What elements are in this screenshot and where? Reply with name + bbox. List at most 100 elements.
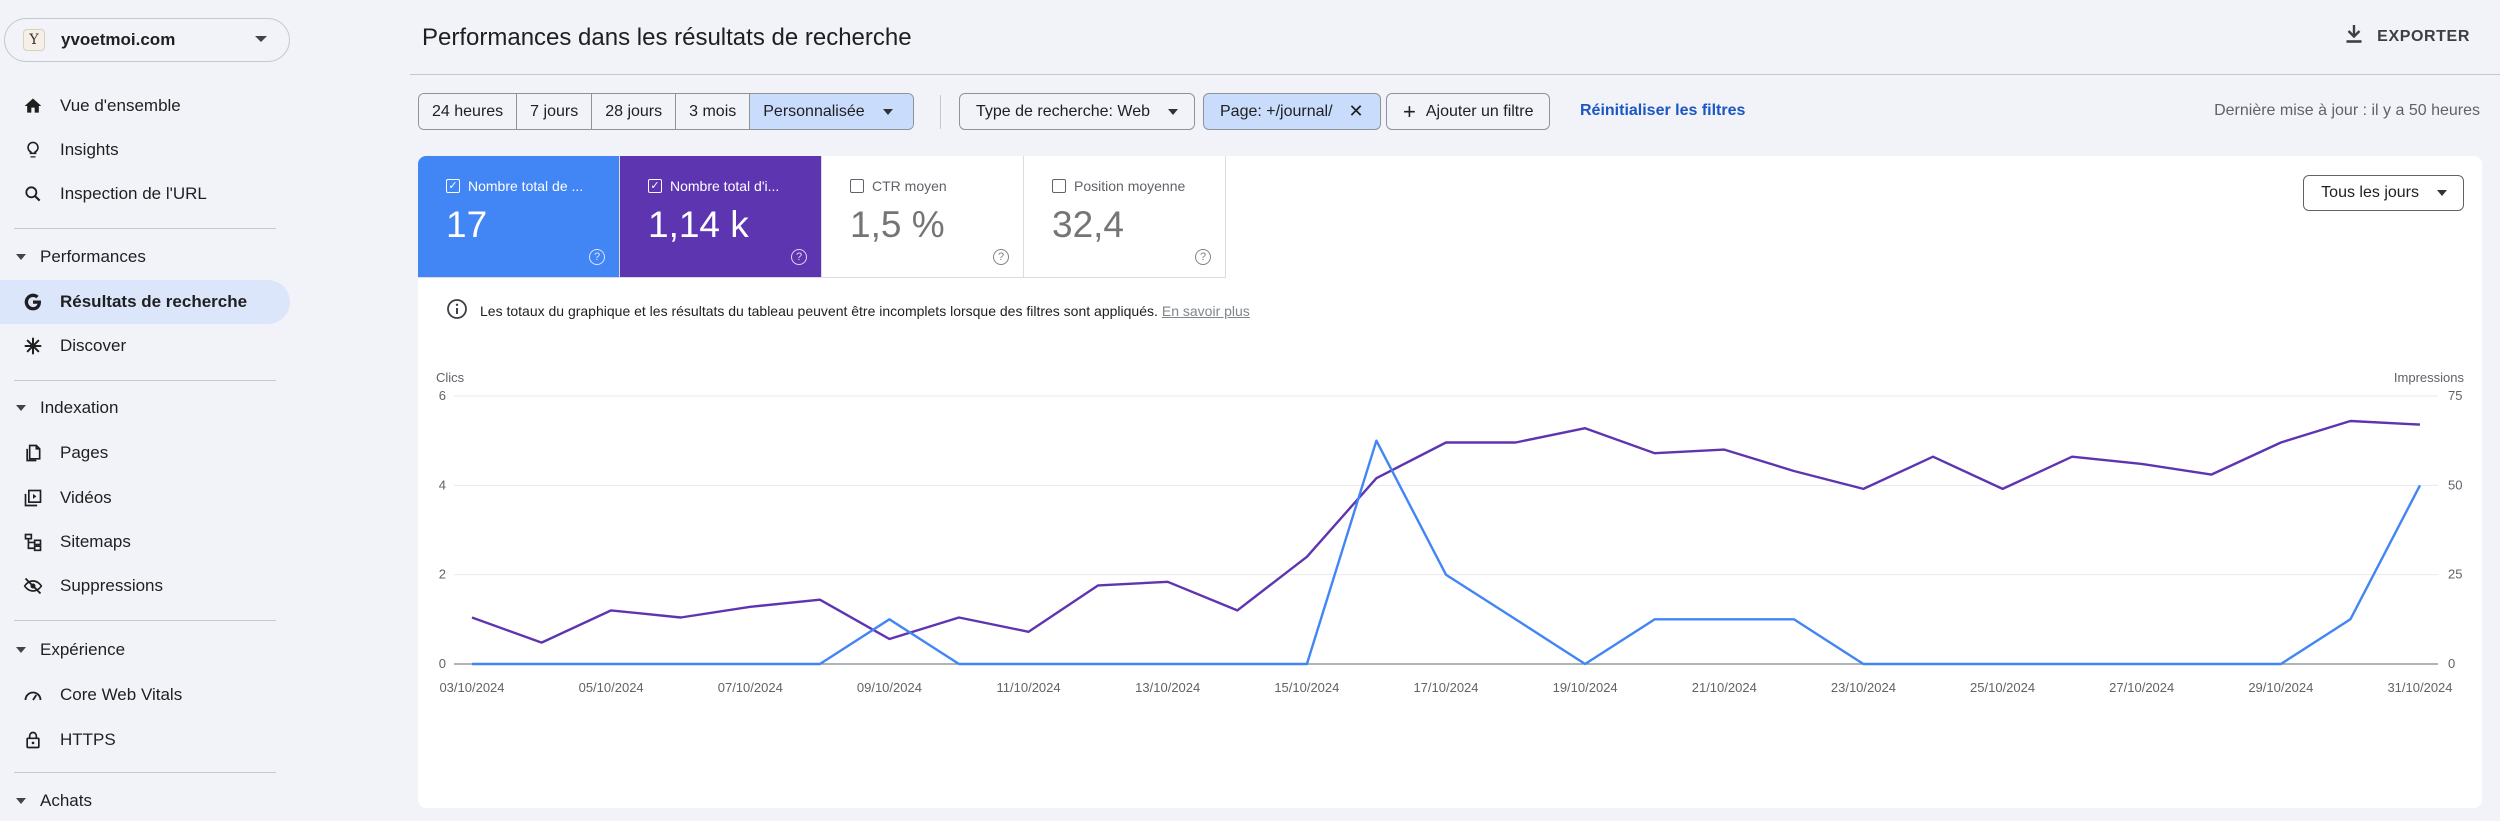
caret-down-icon xyxy=(1168,108,1179,115)
sidebar-item-overview[interactable]: Vue d'ensemble xyxy=(0,84,290,128)
sidebar-item-label: HTTPS xyxy=(60,730,116,749)
sidebar-section-performances[interactable]: Performances xyxy=(0,237,290,277)
range-24h[interactable]: 24 heures xyxy=(419,94,518,129)
export-button[interactable]: EXPORTER xyxy=(2345,24,2470,49)
range-28d[interactable]: 28 jours xyxy=(592,94,677,129)
help-icon[interactable]: ? xyxy=(993,249,1009,265)
sidebar-item-url-inspection[interactable]: Inspection de l'URL xyxy=(0,172,290,216)
range-7d[interactable]: 7 jours xyxy=(517,94,593,129)
metric-label-row: Position moyenne xyxy=(1052,178,1225,194)
sidebar-divider xyxy=(14,228,276,229)
asterisk-icon xyxy=(22,335,44,357)
lightbulb-icon xyxy=(22,139,44,161)
page-filter-chip[interactable]: Page: +/journal/ ✕ xyxy=(1203,93,1381,130)
x-tick-label: 03/10/2024 xyxy=(439,680,504,695)
page-title: Performances dans les résultats de reche… xyxy=(422,24,912,51)
x-tick-label: 21/10/2024 xyxy=(1692,680,1757,695)
metric-average-ctr[interactable]: CTR moyen 1,5 % ? xyxy=(822,156,1024,278)
sidebar-item-label: Pages xyxy=(60,443,109,462)
info-icon xyxy=(446,298,468,323)
sidebar-item-label: Inspection de l'URL xyxy=(60,184,207,203)
caret-down-icon xyxy=(882,108,893,115)
help-icon[interactable]: ? xyxy=(791,249,807,265)
metric-label: Nombre total de ... xyxy=(468,178,584,194)
caret-down-icon xyxy=(16,647,26,653)
checkbox-checked-icon[interactable]: ✓ xyxy=(648,179,662,193)
days-select-label: Tous les jours xyxy=(2321,184,2419,201)
sidebar-item-discover[interactable]: Discover xyxy=(0,324,290,368)
gauge-icon xyxy=(22,684,44,706)
caret-down-icon xyxy=(2437,190,2447,196)
search-icon xyxy=(22,183,44,205)
metric-value: 17 xyxy=(446,204,488,245)
sidebar-section-achats[interactable]: Achats xyxy=(0,781,290,821)
sidebar-item-search-results[interactable]: Résultats de recherche xyxy=(0,280,290,324)
days-granularity-dropdown[interactable]: Tous les jours xyxy=(2303,175,2464,211)
property-name: yvoetmoi.com xyxy=(61,30,176,49)
y-tick-left: 4 xyxy=(439,477,446,492)
metric-label: Position moyenne xyxy=(1074,178,1186,194)
section-label: Performances xyxy=(40,247,146,266)
sidebar-item-removals[interactable]: Suppressions xyxy=(0,564,290,608)
metric-label-row: CTR moyen xyxy=(850,178,1023,194)
metric-total-clicks[interactable]: ✓ Nombre total de ... 17 ? xyxy=(418,156,620,278)
notice-text: Les totaux du graphique et les résultats… xyxy=(480,302,1158,319)
help-icon[interactable]: ? xyxy=(589,249,605,265)
x-tick-label: 29/10/2024 xyxy=(2248,680,2313,695)
range-3m[interactable]: 3 mois xyxy=(676,94,751,129)
pages-icon xyxy=(22,442,44,464)
x-tick-label: 27/10/2024 xyxy=(2109,680,2174,695)
y-tick-right: 0 xyxy=(2448,656,2455,671)
metric-value: 32,4 xyxy=(1052,204,1125,245)
site-favicon-icon: Y xyxy=(23,29,45,51)
x-tick-label: 09/10/2024 xyxy=(857,680,922,695)
sidebar-item-label: Suppressions xyxy=(60,576,164,595)
last-update-text: Dernière mise à jour : il y a 50 heures xyxy=(2214,102,2480,119)
export-label: EXPORTER xyxy=(2377,27,2470,45)
checkbox-unchecked-icon[interactable] xyxy=(1052,179,1066,193)
sidebar-item-core-web-vitals[interactable]: Core Web Vitals xyxy=(0,673,290,717)
sidebar-item-https[interactable]: HTTPS xyxy=(0,718,290,762)
sidebar-item-label: Core Web Vitals xyxy=(60,685,183,704)
x-tick-label: 31/10/2024 xyxy=(2387,680,2452,695)
metric-value: 1,14 k xyxy=(648,204,749,245)
search-type-dropdown[interactable]: Type de recherche: Web xyxy=(959,93,1196,130)
close-icon[interactable]: ✕ xyxy=(1348,101,1364,121)
add-filter-button[interactable]: + Ajouter un filtre xyxy=(1386,93,1551,130)
eye-off-icon xyxy=(22,575,44,597)
video-icon xyxy=(22,487,44,509)
section-label: Achats xyxy=(40,791,92,810)
sidebar-item-label: Discover xyxy=(60,336,127,355)
metric-label-row: ✓ Nombre total d'i... xyxy=(648,178,821,194)
sidebar-item-label: Résultats de recherche xyxy=(60,292,248,311)
page-filter-label: Page: +/journal/ xyxy=(1220,102,1333,120)
filter-notice: Les totaux du graphique et les résultats… xyxy=(446,298,1250,323)
y-tick-left: 2 xyxy=(439,567,446,582)
range-custom[interactable]: Personnalisée xyxy=(750,94,913,129)
reset-filters-link[interactable]: Réinitialiser les filtres xyxy=(1580,102,1746,119)
x-tick-label: 25/10/2024 xyxy=(1970,680,2035,695)
sidebar-item-insights[interactable]: Insights xyxy=(0,128,290,172)
sidebar-section-experience[interactable]: Expérience xyxy=(0,630,290,670)
sidebar-divider xyxy=(14,620,276,621)
sidebar-item-pages[interactable]: Pages xyxy=(0,431,290,475)
learn-more-link[interactable]: En savoir plus xyxy=(1161,302,1250,319)
checkbox-unchecked-icon[interactable] xyxy=(850,179,864,193)
sidebar-item-label: Insights xyxy=(60,140,119,159)
metric-label: Nombre total d'i... xyxy=(670,178,780,194)
sidebar-item-sitemaps[interactable]: Sitemaps xyxy=(0,520,290,564)
help-icon[interactable]: ? xyxy=(1195,249,1211,265)
metric-average-position[interactable]: Position moyenne 32,4 ? xyxy=(1024,156,1226,278)
y-tick-right: 50 xyxy=(2448,477,2462,492)
metric-label: CTR moyen xyxy=(872,178,947,194)
impressions-series-line xyxy=(471,419,2421,644)
sidebar-item-videos[interactable]: Vidéos xyxy=(0,476,290,520)
google-g-icon xyxy=(22,291,44,313)
property-selector[interactable]: Y yvoetmoi.com xyxy=(4,18,290,62)
y-axis-right-title: Impressions xyxy=(2394,370,2465,385)
metric-total-impressions[interactable]: ✓ Nombre total d'i... 1,14 k ? xyxy=(620,156,822,278)
checkbox-checked-icon[interactable]: ✓ xyxy=(446,179,460,193)
sidebar-section-indexation[interactable]: Indexation xyxy=(0,388,290,428)
x-tick-label: 15/10/2024 xyxy=(1274,680,1339,695)
